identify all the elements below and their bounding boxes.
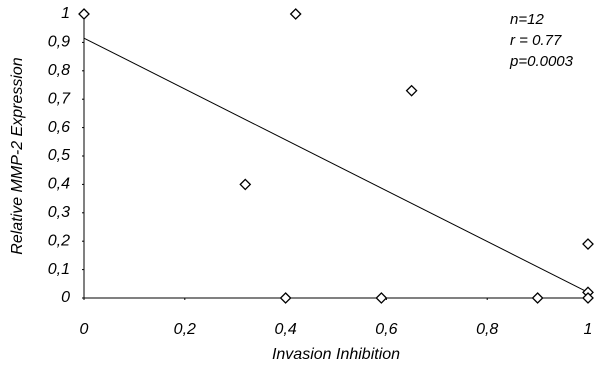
annotation: r = 0.77 xyxy=(510,32,562,49)
scatter-point xyxy=(405,84,418,97)
y-tick-label: 0,9 xyxy=(48,34,70,51)
annotation: p=0.0003 xyxy=(509,53,574,70)
trend-line xyxy=(83,37,589,293)
x-tick-label: 0,4 xyxy=(274,321,296,338)
scatter-point xyxy=(582,238,594,250)
scatter-point xyxy=(289,8,302,20)
y-tick-label: 1 xyxy=(61,5,70,22)
y-tick-label: 0,8 xyxy=(48,62,70,79)
annotation: n=12 xyxy=(510,11,544,28)
x-tick-label: 0,2 xyxy=(174,321,196,338)
scatter-point xyxy=(78,8,90,20)
scatter-point xyxy=(279,292,292,304)
x-tick-label: 0,8 xyxy=(476,321,498,338)
x-tick-label: 0,6 xyxy=(375,321,397,338)
x-axis-label: Invasion Inhibition xyxy=(272,346,400,363)
scatter-point xyxy=(531,292,544,304)
y-tick-label: 0 xyxy=(61,289,70,306)
y-tick-label: 0,5 xyxy=(48,147,70,164)
y-tick-label: 0,2 xyxy=(48,232,70,249)
scatter-point xyxy=(239,178,252,191)
y-axis-label: Relative MMP-2 Expression xyxy=(9,57,26,255)
x-tick-label: 1 xyxy=(584,321,593,338)
x-tick-label: 0 xyxy=(80,321,89,338)
scatter-point xyxy=(582,292,594,304)
y-tick-label: 0,3 xyxy=(48,204,70,221)
y-tick-label: 0,6 xyxy=(48,119,70,136)
scatter-point xyxy=(375,292,388,304)
y-tick-label: 0,4 xyxy=(48,176,70,193)
y-tick-label: 0,7 xyxy=(48,90,71,107)
y-tick-label: 0,1 xyxy=(48,261,70,278)
